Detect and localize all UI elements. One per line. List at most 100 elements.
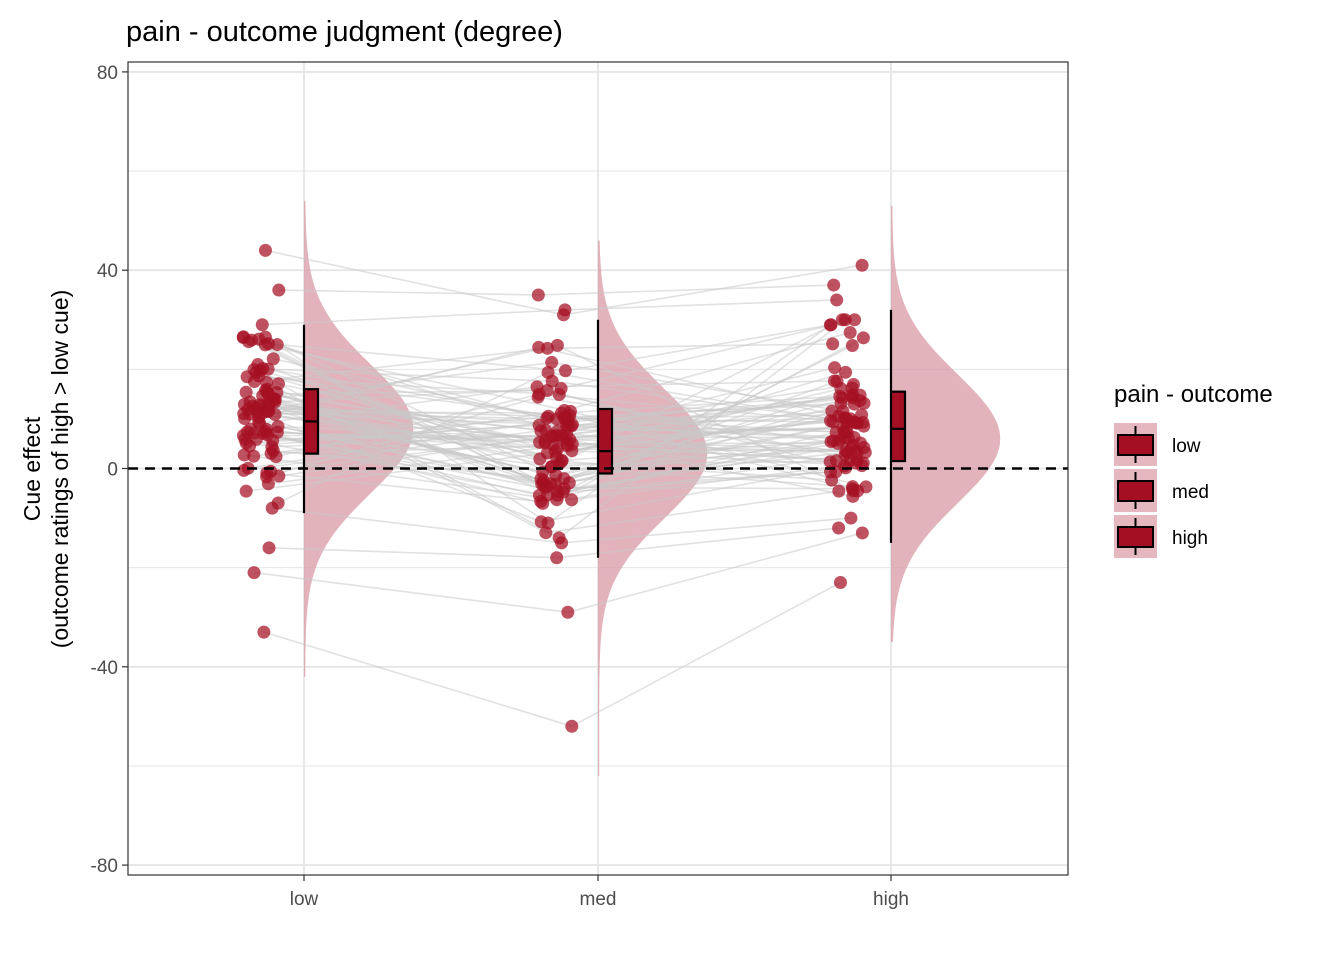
point-high	[830, 374, 844, 388]
legend-item-med: med	[1114, 469, 1209, 512]
point-med	[534, 515, 548, 529]
legend-key-point	[1129, 530, 1142, 544]
y-tick-label: 0	[107, 460, 118, 481]
point-med	[534, 424, 548, 438]
point-high	[849, 456, 863, 470]
point-low	[256, 426, 270, 440]
legend-item-low: low	[1114, 423, 1201, 466]
point-high	[844, 511, 858, 525]
point-med	[555, 454, 569, 468]
point-low	[243, 407, 257, 421]
point-low	[265, 440, 279, 454]
point-med	[565, 493, 579, 507]
point-med	[557, 472, 571, 486]
data-points	[236, 243, 873, 733]
point-high	[838, 431, 852, 445]
point-high	[830, 293, 844, 307]
point-high	[856, 331, 870, 345]
point-low	[271, 496, 285, 510]
point-high	[827, 278, 841, 292]
point-low	[262, 541, 276, 555]
point-low	[271, 377, 285, 391]
point-low	[261, 405, 275, 419]
box-med	[596, 407, 614, 475]
legend-label-med: med	[1172, 482, 1209, 503]
point-high	[844, 389, 858, 403]
point-med	[554, 381, 568, 395]
point-high	[847, 377, 861, 391]
subject-line	[263, 581, 841, 728]
point-med	[554, 406, 568, 420]
point-med	[558, 364, 572, 378]
point-high	[859, 480, 873, 494]
point-med	[561, 605, 575, 619]
point-high	[832, 521, 846, 535]
point-med	[558, 303, 572, 317]
box-plots	[302, 309, 907, 558]
point-high	[843, 326, 857, 340]
point-low	[271, 420, 285, 434]
point-med	[548, 444, 562, 458]
point-low	[269, 450, 283, 464]
point-low	[236, 428, 250, 442]
point-high	[857, 441, 871, 455]
legend-label-high: high	[1172, 528, 1208, 549]
point-med	[540, 384, 554, 398]
point-high	[845, 482, 859, 496]
y-tick-label: -80	[91, 856, 118, 877]
point-high	[835, 313, 849, 327]
point-low	[247, 449, 261, 463]
x-tick-label-high: high	[873, 889, 909, 910]
point-high	[826, 337, 840, 351]
point-high	[823, 455, 837, 469]
legend-item-high: high	[1114, 515, 1208, 558]
point-low	[255, 318, 269, 332]
point-med	[536, 496, 550, 510]
point-med	[550, 551, 564, 565]
point-high	[828, 361, 842, 375]
point-low	[260, 470, 274, 484]
point-med	[533, 452, 547, 466]
point-low	[258, 243, 272, 257]
legend-label-low: low	[1172, 436, 1201, 457]
point-high	[855, 526, 869, 540]
point-low	[272, 469, 286, 483]
y-tick-label: 40	[97, 261, 118, 282]
point-low	[239, 484, 253, 498]
point-low	[239, 385, 253, 399]
point-med	[565, 719, 579, 733]
point-med	[541, 409, 555, 423]
y-tick-label: -40	[91, 658, 118, 679]
density-high	[891, 205, 1001, 643]
point-high	[848, 313, 862, 327]
x-axis: low med high	[290, 875, 909, 910]
point-med	[531, 390, 545, 404]
point-high	[832, 484, 846, 498]
point-med	[539, 526, 553, 540]
point-high	[845, 339, 859, 353]
point-high	[823, 318, 837, 332]
point-low	[257, 625, 271, 639]
point-high	[825, 404, 839, 418]
point-med	[551, 424, 565, 438]
point-high	[826, 434, 840, 448]
chart-title: pain - outcome judgment (degree)	[126, 16, 563, 48]
point-low	[247, 426, 261, 440]
point-med	[538, 480, 552, 494]
y-tick-label: 80	[97, 63, 118, 84]
point-low	[253, 416, 267, 430]
box-high	[889, 390, 907, 463]
point-high	[838, 448, 852, 462]
y-axis-title-line2: (outcome ratings of high > low cue)	[47, 290, 73, 649]
point-med	[565, 444, 579, 458]
point-low	[247, 566, 261, 580]
point-med	[540, 341, 554, 355]
point-low	[236, 331, 250, 345]
x-tick-label-med: med	[580, 889, 617, 910]
legend-key-point	[1129, 438, 1142, 452]
point-low	[251, 358, 265, 372]
point-high	[823, 414, 837, 428]
point-med	[545, 355, 559, 369]
x-tick-label-low: low	[290, 889, 319, 910]
